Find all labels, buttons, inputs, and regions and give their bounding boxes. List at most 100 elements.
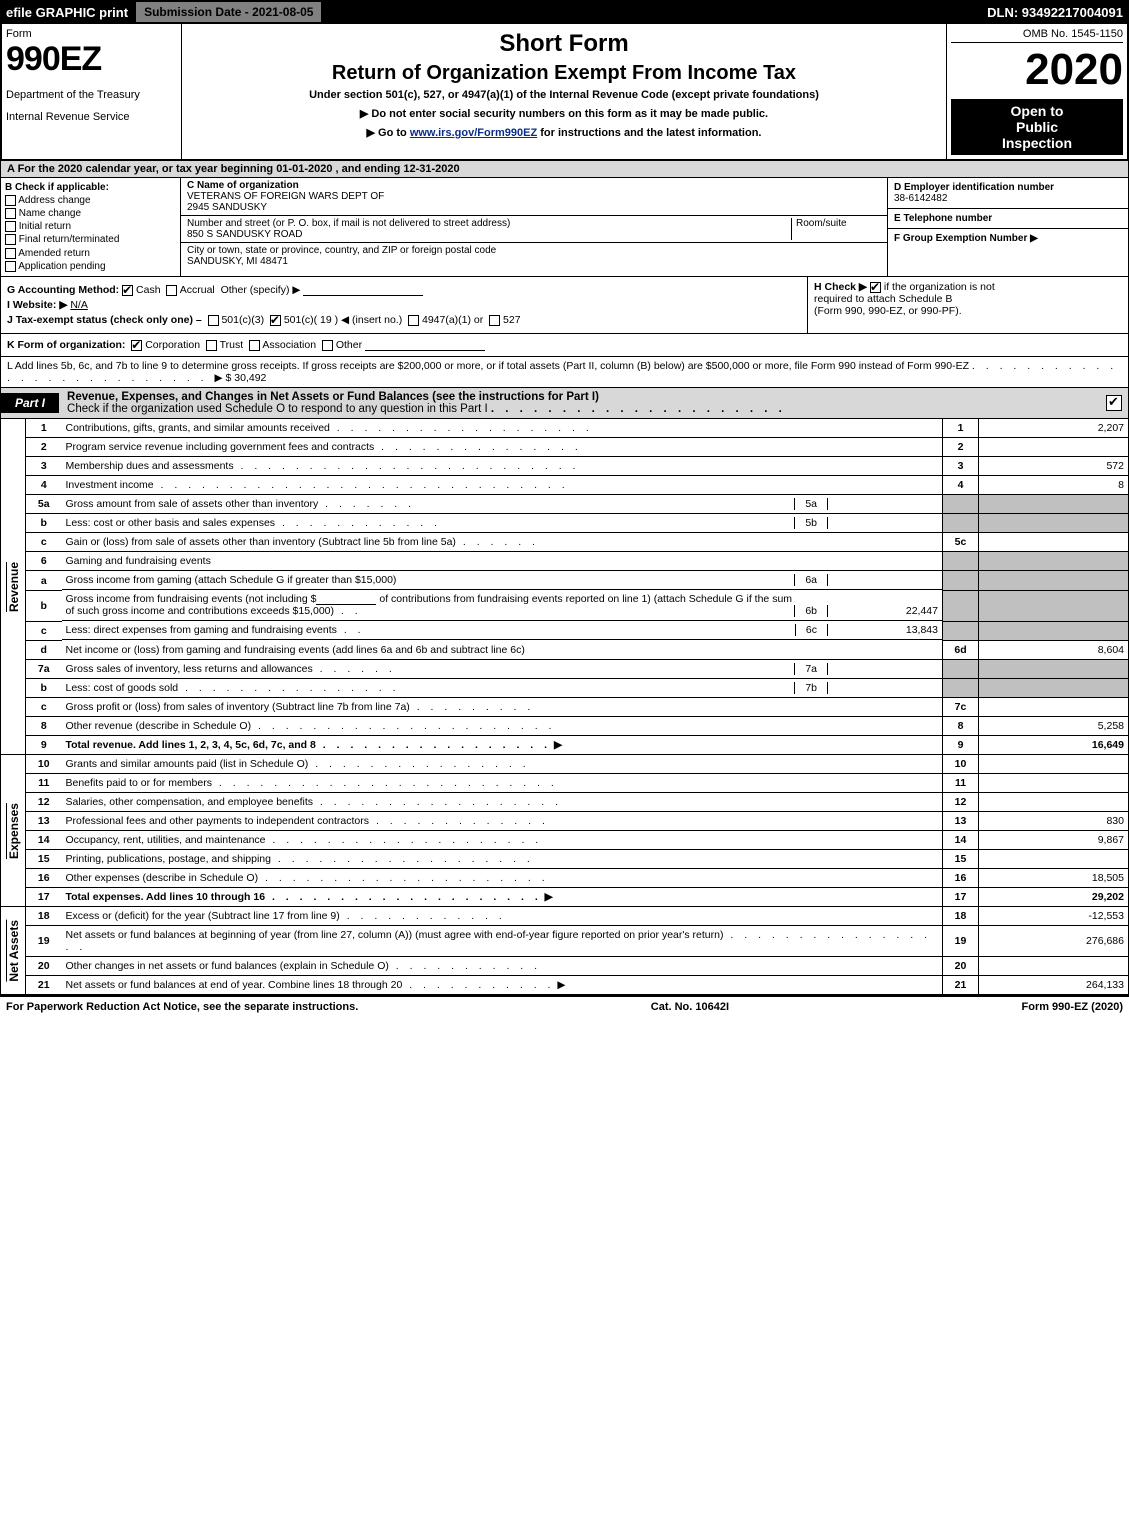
val-5a: [828, 498, 938, 510]
line-21: 21Net assets or fund balances at end of …: [26, 976, 1129, 995]
val-12: [979, 793, 1129, 812]
val-21: 264,133: [979, 976, 1129, 995]
subtitle: Under section 501(c), 527, or 4947(a)(1)…: [186, 89, 942, 101]
val-6b: 22,447: [828, 605, 938, 617]
line-1: 1Contributions, gifts, grants, and simil…: [26, 419, 1129, 438]
header-left: Form 990EZ Department of the Treasury In…: [2, 24, 182, 159]
line-7b: bLess: cost of goods sold . . . . . . . …: [26, 679, 1129, 698]
line-3: 3Membership dues and assessments . . . .…: [26, 456, 1129, 475]
chk-schedule-o-part-i[interactable]: [1106, 395, 1122, 411]
inspect-line1: Open to: [953, 103, 1121, 119]
org-name-2: 2945 SANDUSKY: [187, 202, 267, 213]
val-7c: [979, 698, 1129, 717]
form-word: Form: [6, 28, 177, 40]
header-right: OMB No. 1545-1150 2020 Open to Public In…: [947, 24, 1127, 159]
chk-501c[interactable]: [270, 315, 281, 326]
val-2: [979, 437, 1129, 456]
dept-irs: Internal Revenue Service: [6, 111, 177, 123]
chk-527[interactable]: [489, 315, 500, 326]
line-8: 8Other revenue (describe in Schedule O) …: [26, 717, 1129, 736]
chk-other-org[interactable]: [322, 340, 333, 351]
city-val: SANDUSKY, MI 48471: [187, 256, 288, 267]
line-9: 9Total revenue. Add lines 1, 2, 3, 4, 5c…: [26, 736, 1129, 755]
row-i: I Website: ▶ N/A: [7, 299, 801, 311]
ghij-block: G Accounting Method: Cash Accrual Other …: [0, 277, 1129, 334]
line-10: 10Grants and similar amounts paid (list …: [26, 755, 1129, 774]
efile-label: efile GRAPHIC print: [6, 5, 128, 20]
footer-left: For Paperwork Reduction Act Notice, see …: [6, 1001, 358, 1013]
val-7a: [828, 663, 938, 675]
footer-right: Form 990-EZ (2020): [1022, 1001, 1123, 1013]
e-lbl: E Telephone number: [894, 213, 992, 224]
website-val: N/A: [70, 299, 88, 311]
chk-accrual[interactable]: [166, 285, 177, 296]
dept-treasury: Department of the Treasury: [6, 89, 177, 101]
chk-schedule-b[interactable]: [870, 282, 881, 293]
page-footer: For Paperwork Reduction Act Notice, see …: [0, 995, 1129, 1017]
revenue-table: 1Contributions, gifts, grants, and simil…: [25, 419, 1129, 756]
chk-application-pending[interactable]: Application pending: [5, 261, 176, 272]
chk-name-change[interactable]: Name change: [5, 208, 176, 219]
row-h: H Check ▶ if the organization is not req…: [808, 277, 1128, 333]
irs-link[interactable]: www.irs.gov/Form990EZ: [410, 127, 537, 139]
val-1: 2,207: [979, 419, 1129, 438]
top-bar: efile GRAPHIC print Submission Date - 20…: [0, 0, 1129, 24]
chk-initial-return[interactable]: Initial return: [5, 221, 176, 232]
chk-4947[interactable]: [408, 315, 419, 326]
val-11: [979, 774, 1129, 793]
c-name-lbl: C Name of organization: [187, 180, 299, 191]
line-5c: cGain or (loss) from sale of assets othe…: [26, 533, 1129, 552]
part-i-title: Revenue, Expenses, and Changes in Net As…: [59, 388, 1106, 418]
chk-501c3[interactable]: [208, 315, 219, 326]
chk-corporation[interactable]: [131, 340, 142, 351]
row-g: G Accounting Method: Cash Accrual Other …: [7, 284, 801, 296]
val-7b: [828, 682, 938, 694]
val-9: 16,649: [979, 736, 1129, 755]
street-lbl: Number and street (or P. O. box, if mail…: [187, 218, 510, 229]
line-13: 13Professional fees and other payments t…: [26, 812, 1129, 831]
open-to-public-inspection: Open to Public Inspection: [951, 99, 1123, 155]
val-4: 8: [979, 475, 1129, 494]
line-7a: 7aGross sales of inventory, less returns…: [26, 659, 1129, 679]
submission-date-button[interactable]: Submission Date - 2021-08-05: [136, 2, 321, 22]
chk-address-change[interactable]: Address change: [5, 195, 176, 206]
line-6a: aGross income from gaming (attach Schedu…: [26, 571, 1129, 591]
header-middle: Short Form Return of Organization Exempt…: [182, 24, 947, 159]
val-5c: [979, 533, 1129, 552]
omb-number: OMB No. 1545-1150: [951, 28, 1123, 43]
row-a-tax-year: A For the 2020 calendar year, or tax yea…: [0, 161, 1129, 178]
instr-goto-post: for instructions and the latest informat…: [537, 127, 761, 139]
chk-amended-return[interactable]: Amended return: [5, 248, 176, 259]
netassets-voperlabel 2: Net Assets: [6, 920, 21, 982]
netassets-section: Net Assets 18Excess or (deficit) for the…: [0, 907, 1129, 995]
entity-block: B Check if applicable: Address change Na…: [0, 178, 1129, 277]
inspect-line3: Inspection: [953, 135, 1121, 151]
val-8: 5,258: [979, 717, 1129, 736]
form-number: 990EZ: [6, 40, 177, 79]
org-name-1: VETERANS OF FOREIGN WARS DEPT OF: [187, 191, 384, 202]
chk-final-return[interactable]: Final return/terminated: [5, 234, 176, 245]
line-18: 18Excess or (deficit) for the year (Subt…: [26, 907, 1129, 926]
block-def: D Employer identification number 38-6142…: [888, 178, 1128, 276]
line-4: 4Investment income . . . . . . . . . . .…: [26, 475, 1129, 494]
chk-trust[interactable]: [206, 340, 217, 351]
part-i-tag: Part I: [1, 393, 59, 413]
chk-association[interactable]: [249, 340, 260, 351]
line-20: 20Other changes in net assets or fund ba…: [26, 957, 1129, 976]
block-b: B Check if applicable: Address change Na…: [1, 178, 181, 276]
block-c: C Name of organization VETERANS OF FOREI…: [181, 178, 888, 276]
revenue-vlabel: Revenue: [6, 562, 21, 612]
line-7c: cGross profit or (loss) from sales of in…: [26, 698, 1129, 717]
line-5b: bLess: cost or other basis and sales exp…: [26, 514, 1129, 533]
val-5b: [828, 517, 938, 529]
chk-cash[interactable]: [122, 285, 133, 296]
city-lbl: City or town, state or province, country…: [187, 245, 496, 256]
gross-receipts: ▶ $ 30,492: [215, 372, 267, 384]
revenue-section: Revenue 1Contributions, gifts, grants, a…: [0, 419, 1129, 756]
line-19: 19Net assets or fund balances at beginni…: [26, 926, 1129, 957]
val-17: 29,202: [979, 888, 1129, 907]
footer-mid: Cat. No. 10642I: [651, 1001, 729, 1013]
title-return: Return of Organization Exempt From Incom…: [186, 62, 942, 85]
line-6b: bGross income from fundraising events (n…: [26, 590, 1129, 621]
val-16: 18,505: [979, 869, 1129, 888]
